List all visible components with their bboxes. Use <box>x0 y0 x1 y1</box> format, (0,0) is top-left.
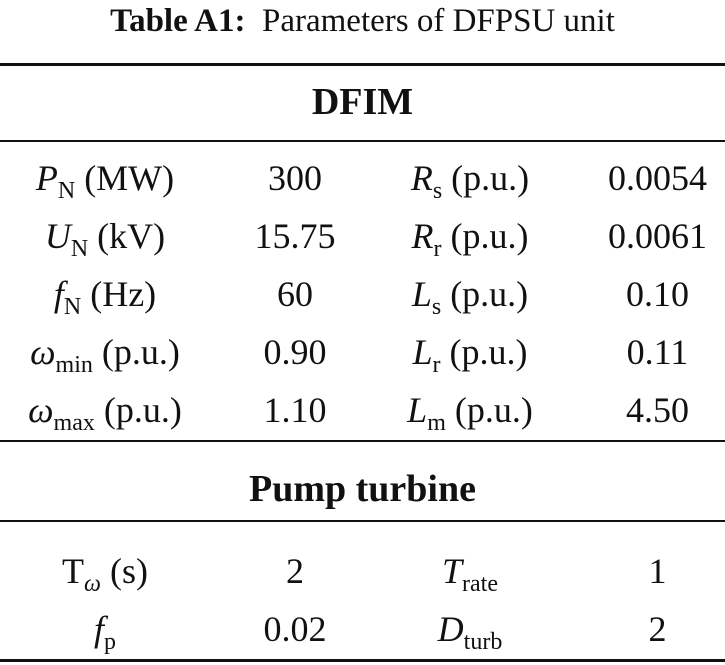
param-value: 0.90 <box>263 332 327 372</box>
bottom-rule <box>0 659 725 662</box>
pump-header-rule <box>0 520 725 522</box>
param-value: 0.10 <box>626 274 689 314</box>
top-rule <box>0 63 725 66</box>
table-row: Tω (s) 2 Trate 1 <box>0 542 725 600</box>
param-value: 15.75 <box>254 216 336 256</box>
dfim-header-rule <box>0 140 725 142</box>
param-name: Rs (p.u.) <box>410 158 530 204</box>
param-value: 0.0054 <box>608 158 707 198</box>
caption-text: Parameters of DFPSU unit <box>262 3 615 39</box>
section-divider-rule <box>0 440 725 442</box>
param-name: Lr (p.u.) <box>412 332 528 378</box>
section-title-dfim: DFIM <box>311 81 414 123</box>
param-value: 2 <box>286 551 304 591</box>
param-value: 60 <box>277 274 313 314</box>
table-row: fN (Hz) 60 Ls (p.u.) 0.10 <box>0 265 725 323</box>
param-value: 1.10 <box>263 390 327 430</box>
table-row: PN (MW) 300 Rs (p.u.) 0.0054 <box>0 149 725 207</box>
param-name: PN (MW) <box>35 158 175 204</box>
table-row: fp 0.02 Dturb 2 <box>0 600 725 658</box>
param-name: Lm (p.u.) <box>407 390 533 436</box>
param-value: 2 <box>648 609 667 649</box>
caption-label: Table A1: <box>110 3 246 39</box>
table-row: UN (kV) 15.75 Rr (p.u.) 0.0061 <box>0 207 725 265</box>
param-name: Dturb <box>437 609 503 655</box>
param-value: 0.02 <box>263 609 327 649</box>
param-name: Ls (p.u.) <box>411 274 529 320</box>
param-value: 0.0061 <box>608 216 707 256</box>
param-value: 300 <box>268 158 322 198</box>
param-name: UN (kV) <box>44 216 166 262</box>
table-row: ωmax (p.u.) 1.10 Lm (p.u.) 4.50 <box>0 381 725 439</box>
param-name: Tω (s) <box>62 551 148 597</box>
param-value: 4.50 <box>626 390 689 430</box>
param-name: Trate <box>442 551 498 597</box>
param-name: ωmin (p.u.) <box>30 332 180 378</box>
param-name: fp <box>93 609 116 655</box>
table-caption: Table A1: Parameters of DFPSU unit <box>0 0 725 44</box>
param-name: Rr (p.u.) <box>411 216 529 262</box>
param-name: fN (Hz) <box>53 274 157 320</box>
section-title-pump-turbine: Pump turbine <box>249 468 476 510</box>
param-value: 0.11 <box>626 332 689 372</box>
table-row: ωmin (p.u.) 0.90 Lr (p.u.) 0.11 <box>0 323 725 381</box>
param-name: ωmax (p.u.) <box>28 390 182 436</box>
param-value: 1 <box>648 551 667 591</box>
